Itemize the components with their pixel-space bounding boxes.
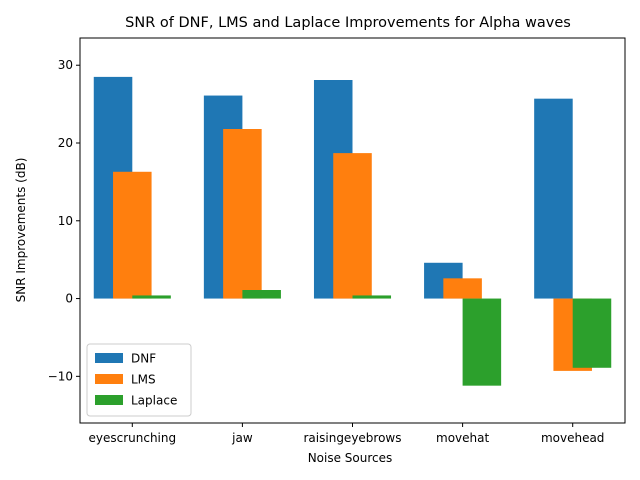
bar-lms-movehat — [443, 278, 482, 299]
bars — [93, 76, 612, 386]
y-tick-label: 20 — [58, 136, 73, 150]
y-axis-label: SNR Improvements (dB) — [14, 158, 28, 303]
legend-swatch-dnf — [95, 353, 123, 363]
bar-lms-raisingeyebrows — [333, 153, 372, 299]
x-tick-label: movehat — [436, 431, 489, 445]
legend-label-dnf: DNF — [131, 352, 156, 366]
legend-label-laplace: Laplace — [131, 394, 177, 408]
plot-frame — [79, 37, 626, 424]
chart-title: SNR of DNF, LMS and Laplace Improvements… — [125, 15, 571, 31]
y-tick-label: 10 — [58, 214, 73, 228]
bar-laplace-eyescrunching — [132, 295, 171, 299]
x-tick-label: raisingeyebrows — [304, 431, 402, 445]
x-axis-label: Noise Sources — [308, 451, 393, 465]
bar-laplace-raisingeyebrows — [352, 295, 392, 299]
x-axis: eyescrunching jaw raisingeyebrows movehat mo… — [88, 423, 604, 445]
legend: DNF LMS Laplace — [86, 343, 192, 417]
x-tick-label: jaw — [231, 431, 253, 445]
bar-laplace-jaw — [242, 290, 281, 299]
bar-laplace-movehat — [462, 298, 502, 386]
y-tick-label: 30 — [58, 58, 73, 72]
y-axis: −10 0 10 20 30 — [48, 58, 80, 383]
x-tick-label: movehead — [541, 431, 604, 445]
bar-dnf-movehead — [534, 98, 573, 299]
bar-lms-eyescrunching — [113, 171, 152, 299]
y-tick-label: 0 — [65, 292, 73, 306]
y-tick-label: −10 — [48, 369, 73, 383]
x-tick-label: eyescrunching — [88, 431, 176, 445]
legend-swatch-lms — [95, 374, 123, 384]
legend-swatch-laplace — [95, 395, 123, 405]
legend-label-lms: LMS — [131, 373, 156, 387]
bar-lms-jaw — [223, 129, 262, 299]
bar-laplace-movehead — [572, 298, 612, 368]
